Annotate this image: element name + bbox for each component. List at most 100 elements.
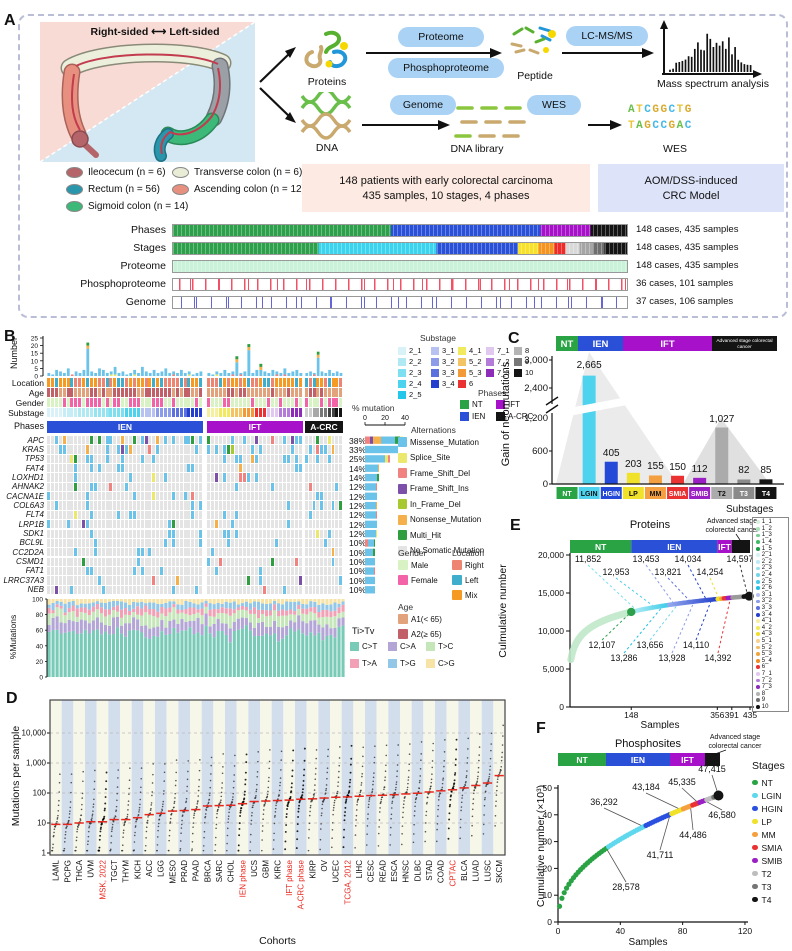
circle (302, 784, 305, 787)
circle (355, 809, 358, 811)
circle (53, 831, 55, 834)
circle (467, 737, 470, 740)
text: 13,286 (611, 653, 638, 663)
circle (250, 814, 253, 817)
matrix-cell (109, 473, 113, 482)
track-caption: 148 cases, 435 samples (636, 224, 739, 235)
matrix-cell (331, 566, 335, 576)
matrix-cell (144, 557, 148, 566)
matrix-cell (199, 482, 203, 491)
matrix-cell (109, 576, 113, 585)
rect (247, 347, 251, 351)
model-box: AOM/DSS-induced CRC Model (598, 164, 784, 212)
circle (255, 790, 258, 793)
matrix-cell (62, 492, 66, 501)
matrix-cell (164, 464, 167, 473)
rect (252, 636, 257, 677)
matrix-cell (191, 557, 195, 566)
text: LP (629, 491, 638, 498)
matrix-cell (66, 482, 70, 491)
circle (402, 803, 405, 805)
matrix-cell (128, 585, 132, 594)
circle (122, 836, 124, 838)
matrix-cell (324, 436, 327, 445)
rect (556, 336, 578, 351)
circle (174, 784, 177, 787)
circle (59, 773, 61, 776)
matrix-cell (140, 473, 144, 482)
matrix-cell (148, 436, 152, 445)
rect (239, 372, 243, 375)
matrix-cell (320, 529, 324, 538)
matrix-cell (251, 454, 255, 463)
circle (290, 790, 293, 793)
text: 356 (710, 710, 724, 720)
matrix-cell (215, 501, 219, 510)
matrix-cell (160, 576, 164, 585)
legend-item: Left (452, 575, 484, 585)
clin-cell (339, 388, 343, 397)
matrix-cell (327, 548, 331, 557)
clin-cell (255, 378, 259, 387)
rect (227, 372, 231, 376)
text: Advanced stage colorectal (716, 338, 772, 344)
matrix-cell (308, 557, 312, 566)
matrix-cell (82, 576, 86, 585)
circle (163, 790, 165, 792)
rect (137, 372, 140, 376)
matrix-cell (239, 501, 243, 510)
circle (99, 834, 102, 837)
matrix-cell (179, 510, 183, 520)
matrix-cell (320, 445, 324, 454)
gene-pct: 10% (349, 538, 367, 549)
base-C: C (660, 120, 669, 132)
matrix-cell (312, 436, 316, 445)
rect (297, 608, 301, 616)
legend-text: 4_2 (761, 624, 772, 631)
rect (247, 350, 251, 376)
wes-sequence-line1: ATCGGCTG (628, 104, 693, 116)
circle (497, 776, 499, 778)
circle (357, 798, 360, 800)
circle (315, 767, 317, 770)
text: NT (576, 755, 588, 765)
rect (208, 603, 212, 610)
matrix-cell (324, 529, 327, 538)
track-caption: 36 cases, 101 samples (636, 278, 734, 289)
legend-swatch (398, 452, 407, 463)
matrix-cell (78, 576, 82, 585)
matrix-cell (195, 585, 199, 594)
circle (133, 849, 135, 851)
rect (119, 599, 124, 602)
clin-cell (144, 408, 148, 417)
rect (277, 603, 281, 611)
rect (94, 372, 97, 376)
rect (51, 630, 55, 677)
circle (67, 821, 70, 823)
matrix-cell (207, 482, 211, 491)
clin-cell (78, 378, 82, 387)
rect (275, 371, 279, 375)
rect (309, 632, 313, 677)
rect (164, 616, 168, 628)
matrix-cell (308, 445, 312, 454)
rect (277, 616, 281, 627)
matrix-cell (195, 492, 199, 501)
legend-item: LGIN (752, 789, 785, 802)
line (735, 533, 741, 541)
rect (188, 627, 192, 677)
matrix-cell (207, 464, 211, 473)
matrix-cell (121, 454, 125, 463)
circle (110, 830, 113, 833)
rect (75, 608, 79, 617)
matrix-cell (62, 566, 66, 576)
matrix-cell (125, 436, 128, 445)
legend-text: 2_4 (409, 379, 422, 388)
matrix-cell (82, 445, 86, 454)
clin-cell (144, 378, 148, 387)
legend-item: T3 (752, 880, 785, 893)
legend-item: 1_1 (756, 519, 788, 526)
circle (389, 826, 392, 829)
matrix-cell (235, 576, 239, 585)
matrix-cell (97, 510, 101, 520)
